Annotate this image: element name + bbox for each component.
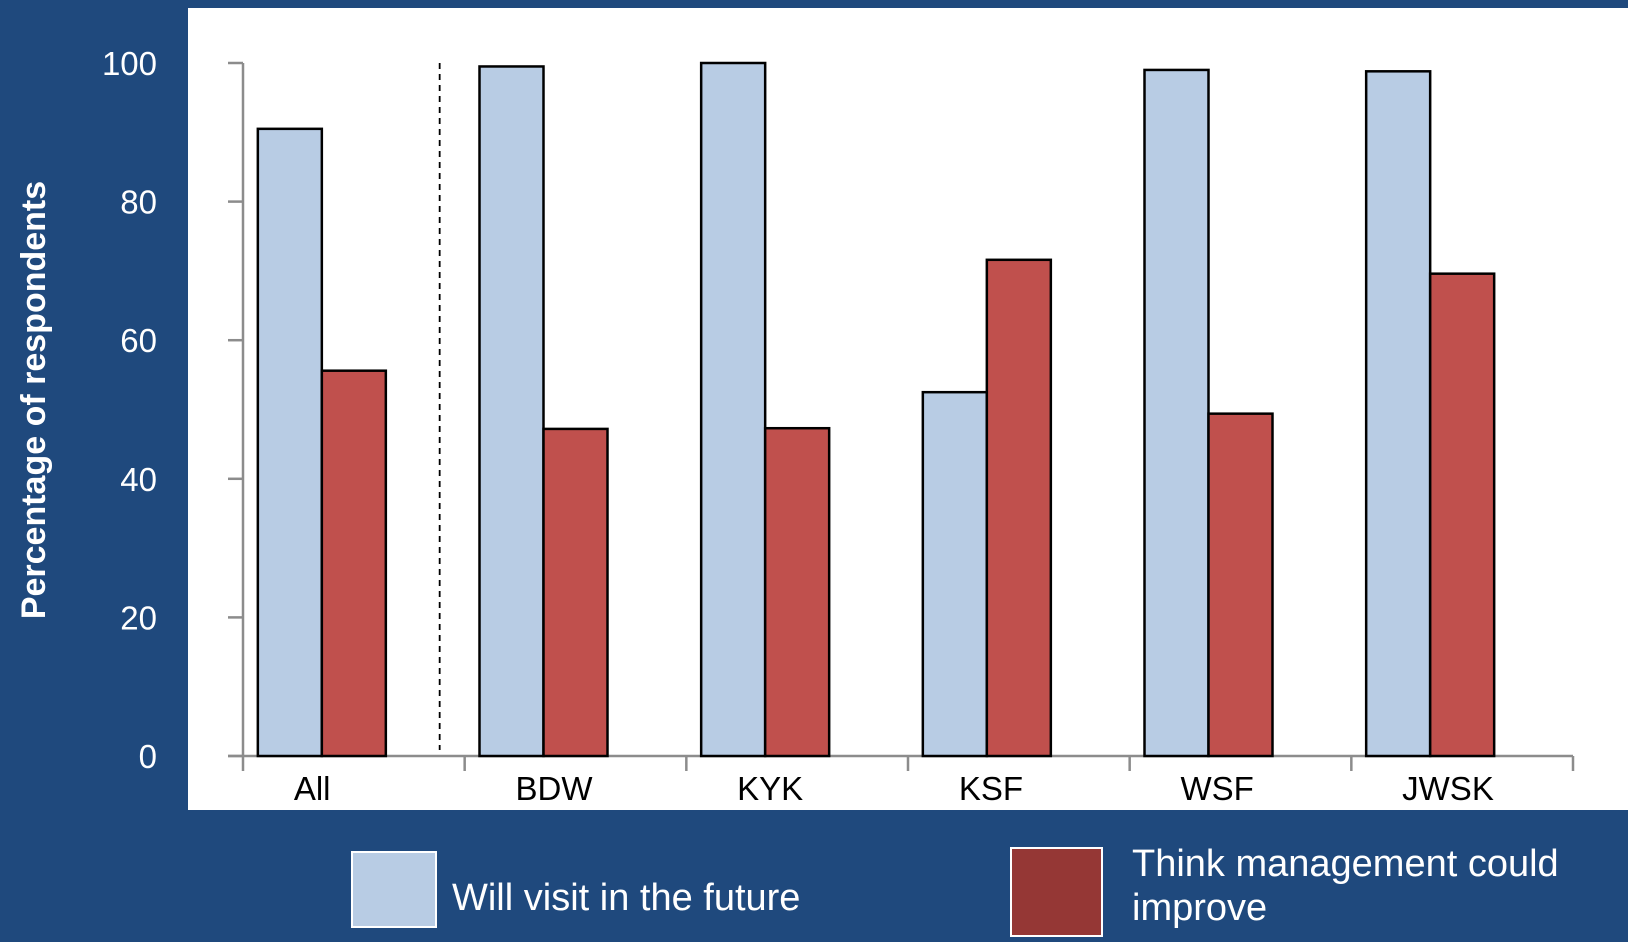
bars — [256, 61, 1496, 758]
bar-will-visit-ksf — [921, 390, 989, 758]
legend-label-line-2: improve — [1132, 887, 1268, 929]
bar-will-visit-kyk — [699, 61, 767, 758]
legend-swatch-will-visit — [351, 851, 437, 928]
bar-think-management-jwsk — [1428, 272, 1496, 758]
x-tick-label-kyk: KYK — [737, 770, 803, 807]
y-tick-label: 20 — [120, 599, 157, 636]
x-tick-label-bdw: BDW — [516, 770, 594, 807]
y-tick-label: 40 — [120, 461, 157, 498]
bar-will-visit-jwsk — [1364, 70, 1432, 758]
x-tick-label-jwsk: JWSK — [1402, 770, 1494, 807]
x-tick-label-ksf: KSF — [959, 770, 1023, 807]
y-tick-label: 80 — [120, 184, 157, 221]
bar-think-management-ksf — [985, 258, 1053, 758]
axes — [228, 63, 1573, 758]
bar-will-visit-all — [256, 127, 324, 758]
x-axis: All BDW KYK KSF WSF JWSK — [241, 756, 1575, 807]
bar-will-visit-wsf — [1143, 68, 1210, 758]
legend-swatch-think-management — [1010, 847, 1103, 937]
y-tick-label: 60 — [120, 322, 157, 359]
bar-think-management-wsf — [1207, 412, 1274, 758]
legend-label-line-1: Think management could — [1132, 843, 1559, 885]
legend-label-think-management: Think management could improve — [1132, 842, 1559, 930]
x-tick-label-wsf: WSF — [1181, 770, 1254, 807]
legend-label-will-visit: Will visit in the future — [452, 877, 801, 919]
x-tick-label-all: All — [294, 770, 331, 807]
bar-think-management-bdw — [542, 427, 609, 758]
y-axis-label: Percentage of respondents — [15, 181, 53, 619]
bar-think-management-kyk — [763, 426, 831, 758]
bar-think-management-all — [320, 369, 388, 758]
bar-will-visit-bdw — [478, 65, 545, 758]
y-tick-label: 0 — [139, 738, 157, 775]
y-tick-label: 100 — [102, 45, 157, 82]
y-axis: 0 20 40 60 80 100 — [102, 45, 243, 775]
